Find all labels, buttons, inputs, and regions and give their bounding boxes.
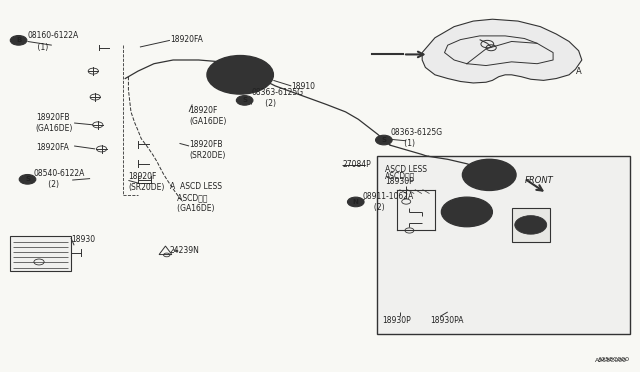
Text: 18930P: 18930P: [383, 316, 412, 325]
Text: ASCD無車: ASCD無車: [385, 171, 415, 180]
Circle shape: [236, 96, 253, 105]
Text: 18920FB
(SR20DE): 18920FB (SR20DE): [189, 140, 225, 160]
Bar: [10, 236, 71, 271]
Circle shape: [232, 70, 248, 79]
Text: 27084P: 27084P: [342, 160, 371, 169]
Text: 08363-6125G
      (1): 08363-6125G (1): [390, 128, 442, 148]
Text: S: S: [242, 97, 247, 103]
Circle shape: [442, 197, 492, 227]
Text: 08160-6122A
    (1): 08160-6122A (1): [28, 31, 79, 51]
Circle shape: [453, 204, 481, 220]
Text: 18920FA: 18920FA: [170, 35, 203, 44]
Circle shape: [10, 36, 27, 45]
Text: FRONT: FRONT: [524, 176, 553, 185]
Text: 18930: 18930: [71, 235, 95, 244]
Circle shape: [348, 197, 364, 207]
Polygon shape: [422, 19, 582, 83]
Text: A258C000: A258C000: [598, 357, 630, 362]
Circle shape: [463, 159, 516, 190]
Text: ASCD LESS: ASCD LESS: [385, 165, 427, 174]
Text: 18920F
(SR20DE): 18920F (SR20DE): [129, 172, 164, 192]
Text: 18920F
(GA16DE): 18920F (GA16DE): [189, 106, 227, 126]
Text: 18920FB
(GA16DE): 18920FB (GA16DE): [36, 113, 73, 133]
Text: 24239N: 24239N: [170, 246, 200, 255]
Circle shape: [515, 216, 547, 234]
Text: 08363-6125G
      (2): 08363-6125G (2): [251, 88, 303, 108]
Text: N: N: [353, 199, 358, 205]
Text: 18920FA: 18920FA: [36, 142, 68, 151]
Circle shape: [220, 63, 260, 87]
Text: 18910: 18910: [291, 82, 316, 91]
Bar: [378, 156, 630, 334]
Text: 18930PA: 18930PA: [430, 316, 463, 325]
Bar: [511, 208, 550, 241]
Circle shape: [19, 174, 36, 184]
Circle shape: [207, 55, 273, 94]
Text: 18930P: 18930P: [385, 177, 414, 186]
Text: A: A: [575, 67, 581, 76]
Circle shape: [376, 135, 392, 145]
Text: 08540-6122A
      (2): 08540-6122A (2): [34, 169, 85, 189]
Text: S: S: [381, 137, 387, 143]
Circle shape: [473, 166, 505, 184]
Text: A  ASCD LESS
   ASCD無車
   (GA16DE): A ASCD LESS ASCD無車 (GA16DE): [170, 182, 222, 214]
Text: 08911-1062A
     (2): 08911-1062A (2): [362, 192, 413, 212]
Text: B: B: [16, 37, 21, 44]
Text: A258C000: A258C000: [595, 359, 627, 363]
Text: S: S: [25, 176, 30, 182]
